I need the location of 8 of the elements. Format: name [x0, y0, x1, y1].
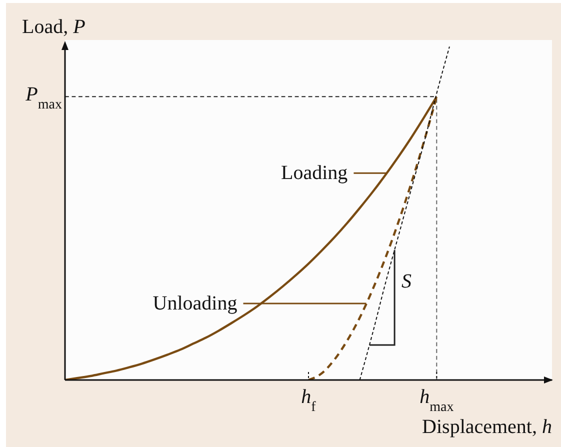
text: Unloading — [152, 292, 238, 314]
ref-line-label: P$_{max}$ — [24, 84, 62, 112]
legend-label: Loading — [281, 162, 348, 184]
annotation: S — [402, 270, 412, 292]
x-tick-label: h$_{f}$ — [301, 386, 316, 414]
x-tick-label: h$_{max}$ — [420, 386, 454, 414]
x-axis-title: Displacement, h — [422, 416, 552, 438]
y-axis-title: Load, P — [22, 16, 86, 38]
